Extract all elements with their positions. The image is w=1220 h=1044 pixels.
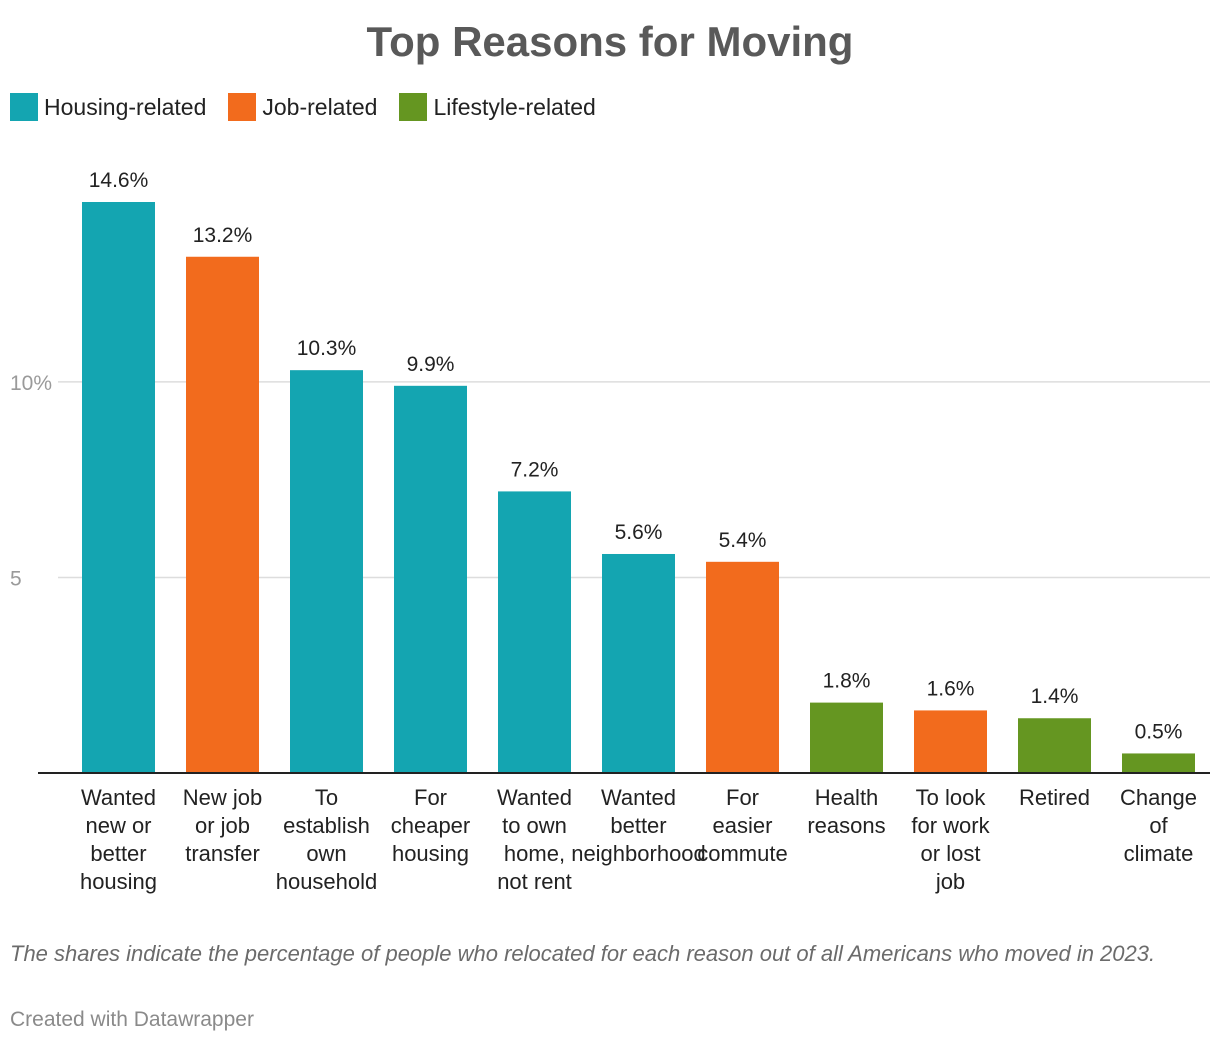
bar — [186, 256, 259, 773]
bar — [810, 702, 883, 773]
legend-item-lifestyle: Lifestyle-related — [399, 93, 596, 121]
y-tick-label: 5 — [10, 567, 22, 590]
chart-note: The shares indicate the percentage of pe… — [10, 941, 1156, 966]
x-category-label: For cheaper housing — [391, 785, 471, 866]
bar-value-label: 5.4% — [719, 529, 767, 552]
x-category-label: For easier commute — [697, 785, 787, 866]
bar-value-label: 5.6% — [615, 521, 663, 544]
y-tick-label: 10% — [10, 372, 52, 395]
bar-value-label: 14.6% — [89, 169, 149, 192]
x-category-label: Wanted new or better housing — [80, 785, 157, 894]
bar-value-label: 1.4% — [1031, 685, 1079, 708]
bar — [706, 561, 779, 773]
bar-value-label: 1.8% — [823, 670, 871, 693]
chart-credit: Created with Datawrapper — [10, 1008, 254, 1031]
bar-value-label: 0.5% — [1135, 720, 1183, 743]
legend-swatch-job — [228, 93, 257, 121]
x-category-label: To establish own household — [276, 785, 378, 894]
bar — [394, 385, 467, 773]
x-category-label: New job or job transfer — [183, 785, 262, 866]
legend-item-housing: Housing-related — [10, 93, 206, 121]
bar — [82, 202, 155, 773]
x-category-label: To look for work or lost job — [911, 785, 990, 894]
legend-label-housing: Housing-related — [44, 93, 207, 120]
bar — [290, 370, 363, 773]
bar-value-label: 9.9% — [407, 353, 455, 376]
bar-value-label: 1.6% — [927, 677, 975, 700]
bar — [498, 491, 571, 773]
bar — [1122, 753, 1195, 773]
bar — [602, 553, 675, 773]
chart-title: Top Reasons for Moving — [366, 18, 854, 65]
legend-label-lifestyle: Lifestyle-related — [433, 93, 596, 120]
legend-label-job: Job-related — [262, 93, 378, 120]
legend: Housing-related Job-related Lifestyle-re… — [10, 90, 618, 124]
x-category-label: Wanted better neighborhood — [571, 785, 706, 866]
x-category-label: Wanted to own home, not rent — [497, 785, 572, 894]
bar-value-label: 13.2% — [193, 224, 253, 247]
bar — [1018, 718, 1091, 773]
x-category-label: Change of climate — [1120, 785, 1197, 866]
bar-value-label: 10.3% — [297, 337, 357, 360]
bar-value-label: 7.2% — [511, 458, 559, 481]
bar-chart: 5 10% 14.6% Wanted new or better housing 13.2% N… — [10, 169, 1210, 894]
x-category-label: Health reasons — [807, 785, 885, 838]
bar — [914, 710, 987, 773]
legend-swatch-lifestyle — [399, 93, 428, 121]
legend-item-job: Job-related — [228, 93, 377, 121]
legend-swatch-housing — [10, 93, 38, 121]
x-category-label: Retired — [1019, 785, 1090, 810]
